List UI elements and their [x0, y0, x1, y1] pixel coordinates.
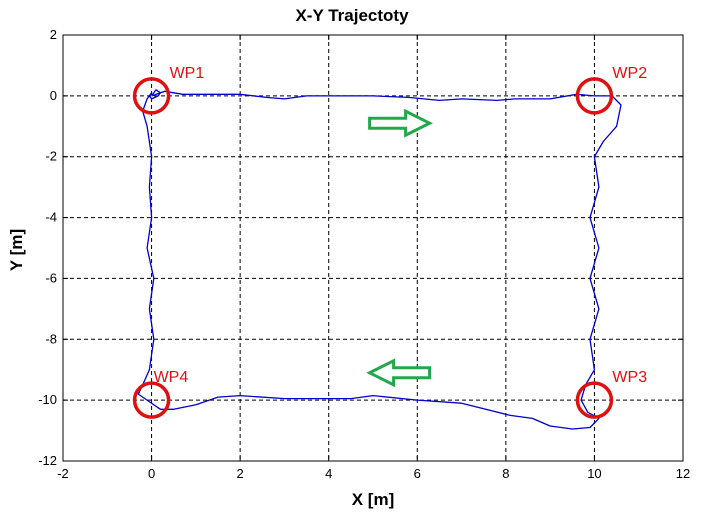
- y-tick-label: 2: [50, 27, 57, 42]
- x-axis-label: X [m]: [352, 490, 395, 509]
- waypoint-wp2-label: WP2: [612, 65, 647, 82]
- y-tick-label: -4: [45, 210, 57, 225]
- annotation-layer: WP1 WP2 WP3 WP4: [132, 65, 647, 419]
- waypoint-wp3-marker: [575, 381, 614, 419]
- waypoint-wp4-label: WP4: [154, 369, 189, 386]
- waypoint-wp4-marker: [132, 381, 171, 419]
- x-tick-label: 8: [502, 466, 509, 481]
- x-tick-label: 0: [148, 466, 155, 481]
- y-axis-label: Y [m]: [7, 229, 26, 271]
- y-tick-label: -12: [38, 453, 57, 468]
- axis-ticks: -2 0 2 4 6 8 10 12 2 0 -2 -4 -6 -8 -10 -12: [38, 27, 690, 481]
- waypoint-wp1-marker: [132, 77, 171, 115]
- x-tick-label: -2: [57, 466, 69, 481]
- y-tick-label: -8: [45, 331, 57, 346]
- plot-frame: [62, 34, 684, 462]
- y-tick-label: 0: [50, 88, 57, 103]
- trajectory-line: [137, 89, 622, 430]
- x-tick-label: 6: [414, 466, 421, 481]
- y-tick-label: -10: [38, 392, 57, 407]
- y-tick-label: -6: [45, 270, 57, 285]
- direction-arrow-left-icon: [366, 358, 432, 388]
- waypoint-wp2-marker: [575, 77, 614, 115]
- direction-arrow-right-icon: [368, 108, 433, 138]
- series-layer: [137, 89, 622, 430]
- grid: [63, 35, 683, 461]
- waypoint-wp3-label: WP3: [612, 369, 647, 386]
- x-tick-label: 12: [676, 466, 690, 481]
- waypoint-wp1-label: WP1: [170, 65, 205, 82]
- x-tick-label: 4: [325, 466, 332, 481]
- x-tick-label: 10: [587, 466, 601, 481]
- x-tick-label: 2: [237, 466, 244, 481]
- chart-title: X-Y Trajectoty: [295, 6, 409, 25]
- y-tick-label: -2: [45, 149, 57, 164]
